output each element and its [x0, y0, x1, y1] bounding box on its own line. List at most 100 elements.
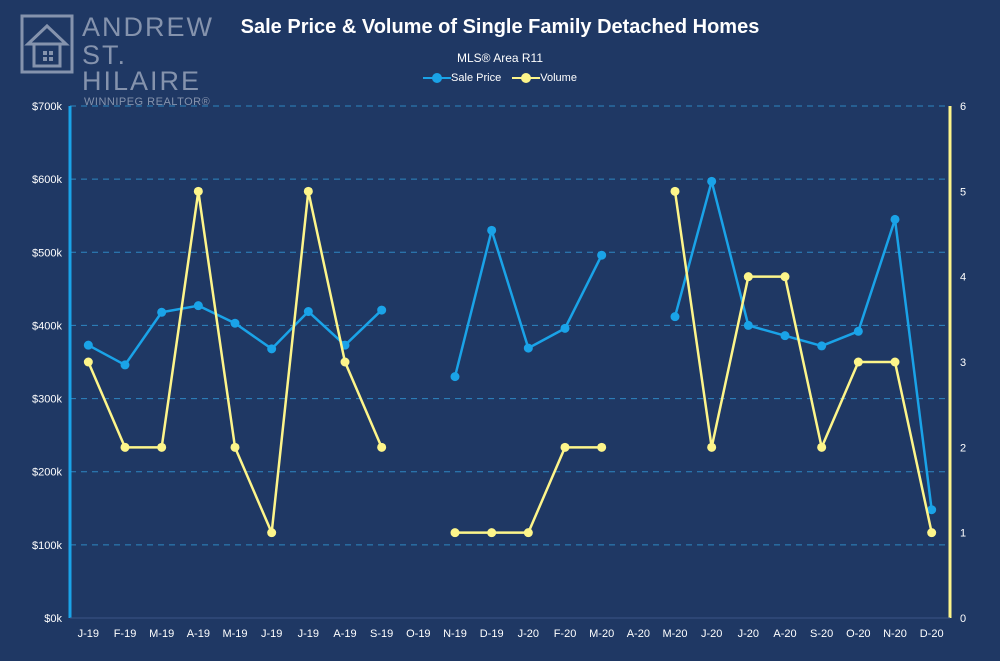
data-point-sale-price [670, 312, 680, 322]
x-tick-label: A-19 [333, 628, 356, 640]
data-point-volume [157, 442, 167, 452]
data-point-sale-price [780, 331, 790, 341]
y-right-tick-label: 0 [960, 613, 966, 625]
data-point-sale-price [890, 214, 900, 224]
data-point-sale-price [853, 326, 863, 336]
data-point-sale-price [303, 307, 313, 317]
legend-swatch-volume [512, 72, 541, 84]
data-point-volume [853, 357, 863, 367]
y-left-tick-label: $500k [32, 247, 62, 259]
x-tick-label: M-19 [222, 628, 247, 640]
data-point-sale-price [927, 505, 937, 515]
data-point-sale-price [560, 323, 570, 333]
x-tick-label: F-19 [114, 628, 137, 640]
y-right-tick-label: 2 [960, 442, 966, 454]
data-point-volume [267, 528, 277, 538]
legend-label-volume: Volume [540, 72, 577, 85]
series-line-volume [673, 191, 933, 533]
logo-tagline: WINNIPEG REALTOR® [84, 96, 211, 108]
x-tick-label: J-19 [261, 628, 282, 640]
data-point-volume [890, 357, 900, 367]
house-icon [20, 14, 74, 74]
x-tick-label: J-19 [78, 628, 99, 640]
data-point-sale-price [377, 305, 387, 315]
chart-subtitle: MLS® Area R11 [457, 51, 543, 65]
logo: ANDREW ST. HILAIRE WINNIPEG REALTOR® [18, 12, 228, 108]
x-tick-label: J-20 [701, 628, 722, 640]
x-tick-label: N-19 [443, 628, 467, 640]
data-point-sale-price [193, 301, 203, 311]
y-right-tick-label: 1 [960, 528, 966, 540]
y-right-tick-label: 6 [960, 101, 966, 113]
x-tick-label: J-20 [518, 628, 539, 640]
series-line-volume [455, 446, 602, 534]
x-tick-label: A-20 [773, 628, 796, 640]
legend: Sale Price Volume [0, 72, 1000, 84]
x-tick-label: O-19 [406, 628, 430, 640]
data-point-volume [450, 528, 460, 538]
data-point-volume [927, 528, 937, 538]
data-point-volume [487, 528, 497, 538]
data-point-volume [193, 186, 203, 196]
data-point-sale-price [523, 343, 533, 353]
x-tick-label: F-20 [554, 628, 577, 640]
data-point-volume [523, 528, 533, 538]
data-point-volume [560, 442, 570, 452]
series-line-sale-price [87, 304, 383, 367]
y-right-tick-label: 3 [960, 357, 966, 369]
data-point-sale-price [707, 176, 717, 186]
y-left-tick-label: $100k [32, 540, 62, 552]
data-point-sale-price [230, 318, 240, 328]
x-tick-label: M-20 [589, 628, 614, 640]
x-tick-label: J-19 [298, 628, 319, 640]
x-tick-label: D-20 [920, 628, 944, 640]
legend-label-sale-price: Sale Price [451, 72, 502, 85]
data-point-sale-price [157, 307, 167, 317]
data-point-volume [597, 442, 607, 452]
data-point-volume [303, 186, 313, 196]
y-left-tick-label: $700k [32, 101, 62, 113]
chart-title: Sale Price & Volume of Single Family Det… [240, 16, 760, 38]
series-line-sale-price [673, 180, 933, 510]
x-tick-label: O-20 [846, 628, 870, 640]
data-point-volume [670, 186, 680, 196]
data-point-volume [707, 442, 717, 452]
y-left-tick-label: $400k [32, 320, 62, 332]
data-point-sale-price [267, 344, 277, 354]
x-tick-label: M-19 [149, 628, 174, 640]
data-point-volume [83, 357, 93, 367]
x-tick-label: J-20 [738, 628, 759, 640]
data-point-sale-price [450, 372, 460, 382]
y-right-tick-label: 5 [960, 186, 966, 198]
data-point-volume [780, 272, 790, 282]
data-point-sale-price [487, 225, 497, 235]
legend-swatch-sale-price [423, 72, 452, 84]
series-line-volume [87, 190, 383, 534]
data-point-sale-price [120, 360, 130, 370]
data-point-volume [120, 442, 130, 452]
data-point-sale-price [83, 340, 93, 350]
y-right-tick-label: 4 [960, 272, 966, 284]
y-left-tick-label: $0k [44, 613, 62, 625]
logo-name-line2: ST. HILAIRE [82, 40, 202, 96]
legend-item-volume: Volume [512, 72, 577, 84]
x-tick-label: M-20 [662, 628, 687, 640]
data-point-volume [817, 442, 827, 452]
data-point-sale-price [597, 250, 607, 260]
data-point-volume [340, 357, 350, 367]
legend-item-sale-price: Sale Price [423, 72, 501, 84]
data-point-volume [743, 272, 753, 282]
x-tick-label: S-19 [370, 628, 393, 640]
x-tick-label: D-19 [480, 628, 504, 640]
data-point-sale-price [743, 320, 753, 330]
x-tick-label: A-20 [627, 628, 650, 640]
x-tick-label: N-20 [883, 628, 907, 640]
x-tick-label: S-20 [810, 628, 833, 640]
data-point-volume [230, 442, 240, 452]
data-point-sale-price [817, 341, 827, 351]
y-left-tick-label: $300k [32, 394, 62, 406]
x-tick-label: A-19 [187, 628, 210, 640]
logo-name-line1: ANDREW [82, 12, 214, 42]
y-left-tick-label: $200k [32, 467, 62, 479]
